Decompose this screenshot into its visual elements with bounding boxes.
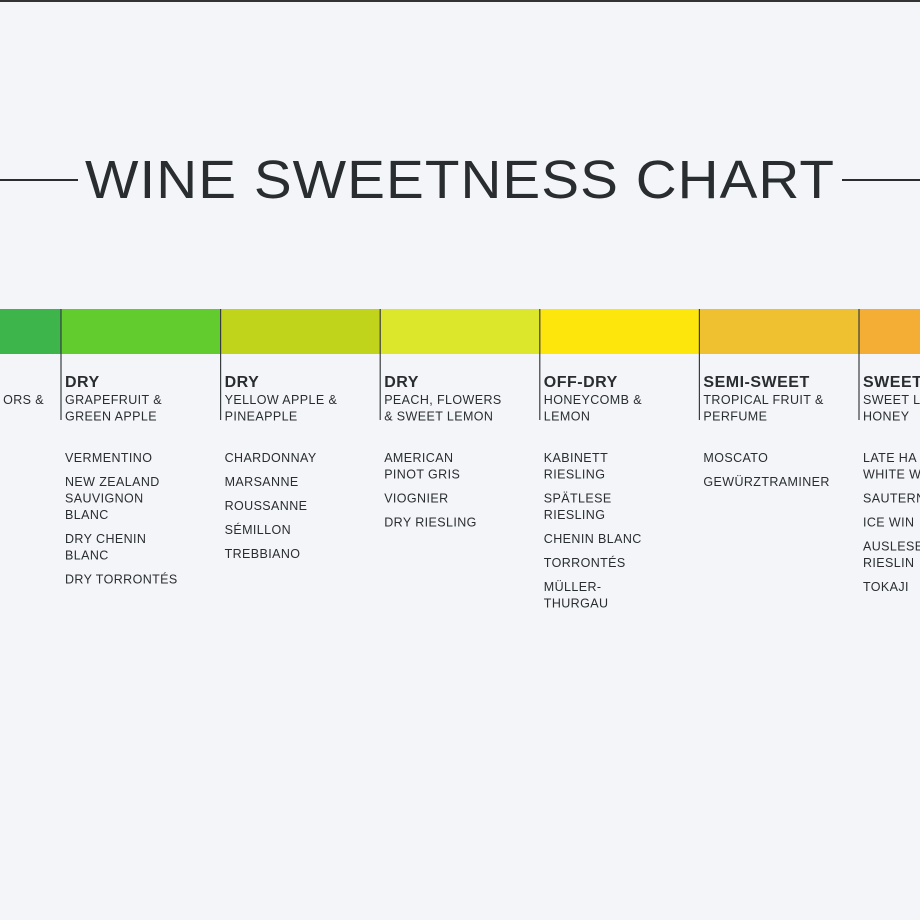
flavor-note: TROPICAL FRUIT & [703, 393, 824, 407]
flavor-note: ORS & [3, 393, 44, 407]
wine-name: SAUTERN [863, 492, 920, 506]
flavor-note: PEACH, FLOWERS [384, 393, 501, 407]
color-band [859, 309, 920, 354]
flavor-note: PINEAPPLE [225, 410, 298, 424]
sweetness-level: SWEET [863, 374, 920, 391]
color-band [539, 309, 700, 354]
top-border [0, 0, 920, 2]
wine-name: BLANC [65, 508, 109, 522]
wine-name: SÉMILLON [225, 522, 291, 537]
color-band [699, 309, 859, 354]
title: WINE SWEETNESS CHART [85, 150, 835, 210]
wine-name: MÜLLER- [544, 580, 602, 594]
flavor-note: PERFUME [703, 410, 767, 424]
wine-name: MARSANNE [225, 475, 299, 489]
color-band [380, 309, 540, 354]
flavor-note: HONEYCOMB & [544, 393, 642, 407]
wine-name: VIOGNIER [384, 492, 448, 506]
wine-name: TORRONTÉS [544, 555, 626, 570]
wine-name: KABINETT [544, 451, 608, 465]
wine-name: BLANC [65, 549, 109, 563]
wine-name: PINOT GRIS [384, 468, 460, 482]
flavor-note: & SWEET LEMON [384, 410, 493, 424]
color-band [220, 309, 381, 354]
wine-name: VERMENTINO [65, 451, 152, 465]
wine-name: TREBBIANO [225, 547, 301, 561]
wine-name: MOSCATO [703, 451, 768, 465]
wine-name: DRY TORRONTÉS [65, 572, 178, 587]
wine-name: ICE WIN [863, 516, 914, 530]
wine-name: DRY CHENIN [65, 532, 146, 546]
wine-name: AMERICAN [384, 451, 453, 465]
flavor-note: YELLOW APPLE & [225, 393, 338, 407]
wine-name: SAUVIGNON [65, 492, 144, 506]
wine-name: AUSLESE [863, 540, 920, 554]
sweetness-level: DRY [384, 374, 419, 391]
flavor-note: GREEN APPLE [65, 410, 157, 424]
wine-name: WHITE W [863, 468, 920, 482]
wine-name: RIESLIN [863, 556, 914, 570]
color-band [0, 309, 62, 354]
flavor-note: GRAPEFRUIT & [65, 393, 162, 407]
sweetness-level: DRY [225, 374, 260, 391]
wine-name: TOKAJI [863, 580, 909, 594]
wine-name: RIESLING [544, 508, 606, 522]
wine-name: RIESLING [544, 468, 606, 482]
wine-name: SPÄTLESE [544, 492, 612, 506]
wine-name: DRY RIESLING [384, 516, 477, 530]
sweetness-level: OFF-DRY [544, 374, 618, 391]
wine-name: NEW ZEALAND [65, 475, 160, 489]
sweetness-level: SEMI-SWEET [703, 374, 809, 391]
wine-name: LATE HA [863, 451, 917, 465]
wine-name: THURGAU [544, 597, 609, 611]
flavor-note: LEMON [544, 410, 590, 424]
flavor-note: SWEET L [863, 393, 920, 407]
wine-name: ROUSSANNE [225, 499, 308, 513]
wine-name: CHENIN BLANC [544, 532, 642, 546]
flavor-note: HONEY [863, 410, 910, 424]
color-band [61, 309, 221, 354]
wine-name: CHARDONNAY [225, 451, 317, 465]
wine-name: GEWÜRZTRAMINER [703, 475, 829, 489]
sweetness-level: DRY [65, 374, 100, 391]
